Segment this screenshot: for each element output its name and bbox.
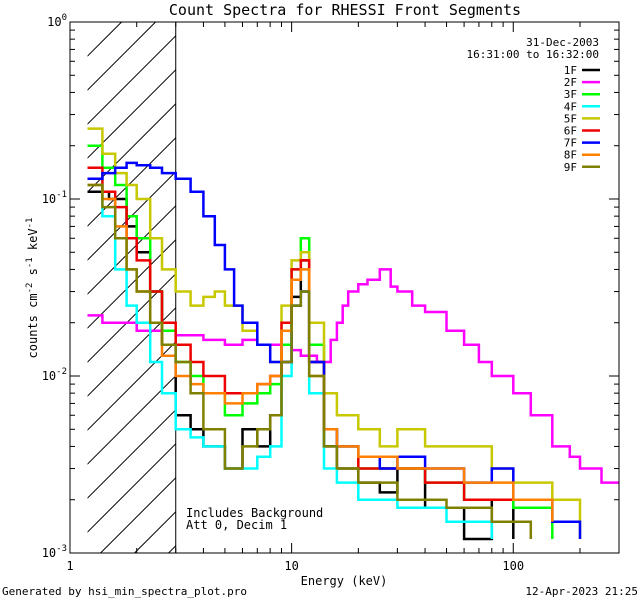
header-time: 16:31:00 to 16:32:00 bbox=[467, 48, 599, 61]
hatched-region bbox=[87, 22, 176, 553]
y-tick-label-2: 10-1 bbox=[42, 190, 67, 206]
header-date: 31-Dec-2003 bbox=[526, 36, 599, 49]
axis-ticks bbox=[69, 21, 620, 554]
y-tick-labels: 10-3 10-2 10-1 100 bbox=[42, 13, 67, 560]
legend-label-2F: 2F bbox=[564, 76, 577, 89]
legend-label-1F: 1F bbox=[564, 64, 577, 77]
series-line-8F bbox=[87, 183, 554, 522]
legend-label-4F: 4F bbox=[564, 100, 577, 113]
legend-label-7F: 7F bbox=[564, 137, 577, 150]
y-tick-label-1: 10-2 bbox=[42, 367, 67, 383]
legend-label-6F: 6F bbox=[564, 125, 577, 138]
legend-label-5F: 5F bbox=[564, 112, 577, 125]
annotation-attenuator: Att 0, Decim 1 bbox=[186, 518, 287, 532]
footer-timestamp: 12-Apr-2023 21:25 bbox=[525, 585, 638, 598]
series-layer bbox=[87, 127, 619, 541]
legend-label-3F: 3F bbox=[564, 88, 577, 101]
plot-frame bbox=[69, 21, 620, 554]
x-tick-label-100: 100 bbox=[502, 559, 524, 573]
x-tick-labels: 1 10 100 bbox=[66, 559, 524, 573]
y-tick-label-0: 10-3 bbox=[42, 544, 67, 560]
chart-title: Count Spectra for RHESSI Front Segments bbox=[169, 1, 521, 19]
annotation-background: Includes Background bbox=[186, 506, 323, 520]
legend-label-8F: 8F bbox=[564, 149, 577, 162]
series-line-3F bbox=[87, 144, 554, 539]
footer-generated-by: Generated by hsi_min_spectra_plot.pro bbox=[2, 585, 247, 598]
legend-label-9F: 9F bbox=[564, 161, 577, 174]
y-axis-label: counts cm-2 s-1 keV-1 bbox=[25, 218, 40, 359]
series-line-4F bbox=[87, 177, 494, 539]
x-axis-label: Energy (keV) bbox=[301, 574, 388, 588]
series-line-9F bbox=[87, 183, 533, 539]
x-tick-label-1: 1 bbox=[66, 559, 73, 573]
series-line-2F bbox=[87, 268, 619, 484]
y-tick-label-3: 100 bbox=[47, 13, 67, 29]
x-tick-label-10: 10 bbox=[284, 559, 298, 573]
